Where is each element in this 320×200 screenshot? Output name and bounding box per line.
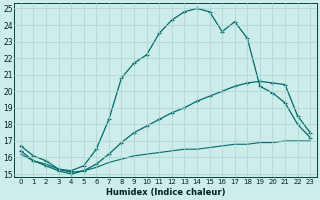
X-axis label: Humidex (Indice chaleur): Humidex (Indice chaleur) [106, 188, 225, 197]
